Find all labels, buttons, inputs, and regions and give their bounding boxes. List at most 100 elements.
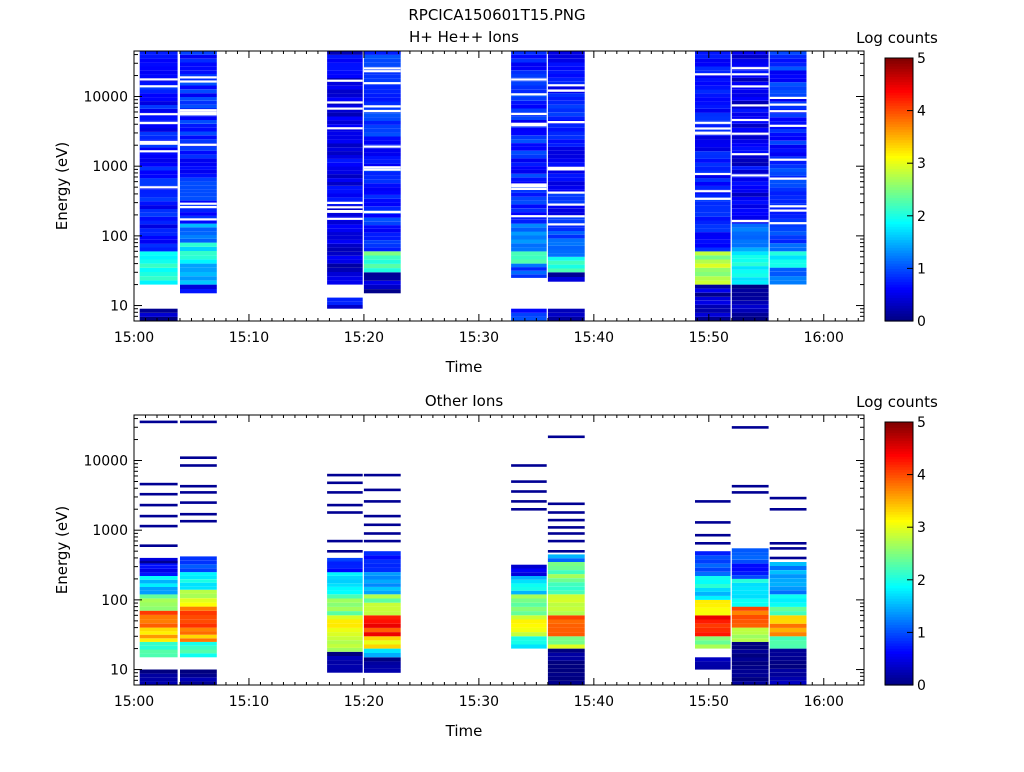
heatmap-cell [769,172,807,176]
heatmap-cell [769,148,807,153]
heatmap-cell [363,567,401,573]
heatmap-cell [731,108,769,113]
heatmap-cell [180,85,217,90]
heatmap-cell [769,160,807,165]
heatmap-column [511,51,547,321]
heatmap-line [180,420,217,424]
heatmap-cell [363,619,401,624]
heatmap-line [327,481,363,485]
colorbar-step [885,73,913,78]
heatmap-cell [731,277,769,281]
colorbar-step [885,84,913,88]
colorbar-step [885,255,913,259]
colorbar-step [885,448,913,452]
heatmap-cell [327,74,363,78]
heatmap-cell [769,247,807,252]
heatmap-cell [139,565,178,569]
colorbar-step [885,558,913,562]
empty-bin [731,85,769,88]
heatmap-cell [547,598,585,603]
empty-bin [511,185,547,188]
heatmap-cell [363,594,401,599]
heatmap-cell [139,128,178,132]
colorbar-step [885,600,913,605]
heatmap-cell [547,264,585,269]
colorbar-step [885,521,913,526]
colorbar-step [885,471,913,476]
heatmap-cell [695,97,731,102]
heatmap-cell [769,660,807,665]
heatmap-cell [547,200,585,205]
heatmap-cell [731,77,769,82]
heatmap-cell [769,132,807,137]
heatmap-cell [511,127,547,132]
heatmap-line [511,480,547,483]
empty-bin [327,206,363,209]
colorbar-tick-label: 5 [917,51,926,67]
heatmap-cell [511,204,547,209]
heatmap-cell [363,575,401,580]
heatmap-cell [139,166,178,171]
heatmap-cell [731,81,769,86]
heatmap-cell [547,139,585,143]
empty-bin [547,89,585,92]
heatmap-cell [511,58,547,63]
heatmap-cell [769,140,807,145]
heatmap-cell [769,681,807,685]
heatmap-cell [547,632,585,637]
heatmap-cell [731,555,769,560]
heatmap-cell [363,156,401,160]
heatmap-cell [139,205,178,209]
heatmap-cell [769,93,807,98]
empty-bin [547,168,585,171]
heatmap-cell [769,627,807,633]
heatmap-cell [139,610,178,615]
heatmap-cell [139,572,178,576]
heatmap-cell [180,255,217,260]
colorbar-step [885,65,913,70]
heatmap-cell [327,255,363,260]
colorbar-step [885,247,913,251]
heatmap-cell [511,108,547,113]
heatmap-cell [731,150,769,155]
heatmap-cell [327,51,363,55]
heatmap-cell [769,594,807,599]
heatmap-cell [139,104,178,109]
empty-bin [511,187,547,190]
colorbar-step [885,200,913,204]
colorbar-label: Log counts [856,29,938,47]
heatmap-cell [180,146,217,151]
heatmap-cell [731,70,769,74]
colorbar-step [885,239,913,243]
colorbar-step [885,136,913,141]
heatmap-cell [327,185,363,190]
colorbar-step [885,608,913,612]
colorbar-step [885,611,913,615]
heatmap-cell [327,143,363,148]
heatmap-cell [769,676,807,681]
heatmap-cell [547,312,585,317]
heatmap-cell [731,638,769,642]
heatmap-cell [511,231,547,236]
heatmap-cell [511,54,547,59]
heatmap-cell [180,208,217,213]
heatmap-cell [363,648,401,653]
heatmap-cell [769,656,807,661]
colorbar-step [885,129,913,133]
heatmap-cell [139,587,178,591]
heatmap-cell [769,51,807,55]
colorbar-step [885,464,913,468]
heatmap-cell [327,128,363,132]
colorbar-step [885,490,913,494]
colorbar-frame [884,57,914,322]
heatmap-line [139,560,178,564]
heatmap-cell [363,572,401,576]
empty-bin [139,142,178,145]
heatmap-cell [547,123,585,128]
heatmap-cell [547,177,585,182]
y-tick-label: 1000 [92,523,128,539]
heatmap-cell [511,576,547,580]
heatmap-cell [731,93,769,97]
heatmap-cell [769,623,807,628]
colorbar-step [885,139,913,143]
